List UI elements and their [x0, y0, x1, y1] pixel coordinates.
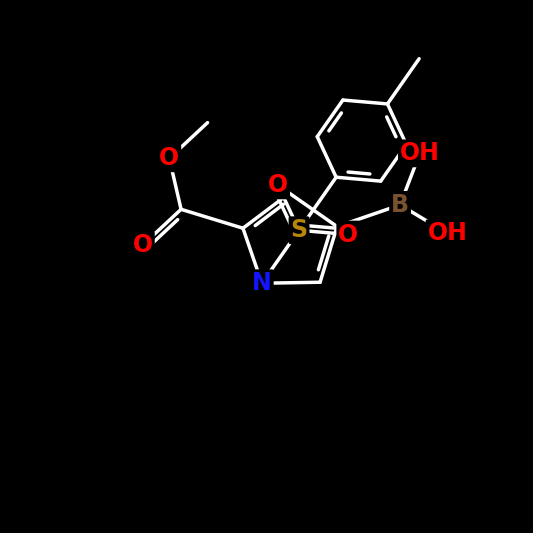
Text: OH: OH — [400, 141, 440, 165]
Text: O: O — [133, 233, 153, 257]
Text: B: B — [391, 193, 409, 217]
Text: S: S — [290, 218, 308, 242]
Text: N: N — [252, 271, 272, 295]
Text: O: O — [338, 223, 358, 247]
Text: O: O — [159, 146, 180, 171]
Text: OH: OH — [427, 221, 467, 245]
Text: O: O — [268, 173, 288, 197]
